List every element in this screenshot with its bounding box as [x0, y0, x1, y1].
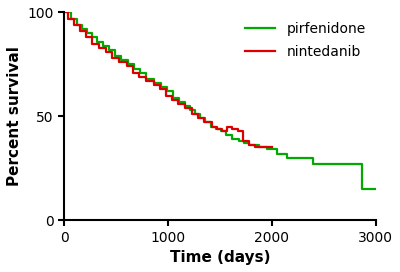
nintedanib: [235, 129, 240, 132]
nintedanib: [157, 88, 162, 91]
nintedanib: [144, 79, 149, 83]
pirfenidone: [241, 142, 246, 145]
pirfenidone: [274, 152, 279, 155]
pirfenidone: [208, 125, 213, 128]
nintedanib: [240, 140, 245, 143]
pirfenidone: [106, 48, 111, 51]
nintedanib: [78, 29, 82, 33]
pirfenidone: [285, 156, 290, 159]
nintedanib: [96, 46, 101, 50]
nintedanib: [214, 127, 219, 130]
pirfenidone: [125, 63, 130, 66]
pirfenidone: [193, 113, 198, 116]
nintedanib: [270, 146, 274, 149]
pirfenidone: [62, 11, 67, 14]
pirfenidone: [224, 133, 228, 137]
pirfenidone: [74, 23, 79, 27]
X-axis label: Time (days): Time (days): [170, 250, 270, 265]
nintedanib: [209, 125, 214, 128]
Legend: pirfenidone, nintedanib: pirfenidone, nintedanib: [239, 17, 371, 64]
pirfenidone: [311, 162, 316, 166]
nintedanib: [117, 61, 122, 64]
pirfenidone: [218, 129, 223, 132]
nintedanib: [202, 121, 207, 124]
pirfenidone: [198, 117, 203, 120]
nintedanib: [170, 98, 174, 101]
pirfenidone: [230, 137, 235, 141]
pirfenidone: [177, 100, 182, 103]
nintedanib: [182, 106, 187, 110]
pirfenidone: [236, 140, 241, 143]
Line: nintedanib: nintedanib: [64, 13, 272, 147]
pirfenidone: [165, 90, 170, 93]
nintedanib: [136, 75, 141, 78]
nintedanib: [190, 113, 194, 116]
pirfenidone: [257, 146, 262, 149]
pirfenidone: [203, 121, 208, 124]
pirfenidone: [90, 36, 95, 39]
nintedanib: [103, 50, 108, 54]
nintedanib: [71, 23, 76, 27]
pirfenidone: [158, 86, 163, 89]
pirfenidone: [264, 148, 269, 151]
pirfenidone: [113, 54, 118, 58]
pirfenidone: [100, 44, 105, 47]
Y-axis label: Percent survival: Percent survival: [7, 46, 22, 186]
pirfenidone: [171, 96, 176, 99]
nintedanib: [151, 84, 156, 87]
nintedanib: [164, 94, 168, 97]
pirfenidone: [132, 67, 136, 70]
pirfenidone: [95, 40, 100, 43]
pirfenidone: [188, 109, 192, 112]
nintedanib: [124, 65, 129, 68]
nintedanib: [66, 17, 71, 20]
pirfenidone: [138, 71, 142, 74]
pirfenidone: [373, 187, 378, 191]
nintedanib: [246, 144, 251, 147]
pirfenidone: [144, 77, 149, 81]
nintedanib: [176, 102, 181, 106]
nintedanib: [220, 129, 224, 132]
nintedanib: [196, 117, 200, 120]
nintedanib: [259, 146, 264, 149]
pirfenidone: [119, 58, 124, 62]
Line: pirfenidone: pirfenidone: [64, 13, 376, 189]
nintedanib: [264, 146, 269, 149]
pirfenidone: [252, 144, 256, 147]
pirfenidone: [360, 187, 364, 191]
nintedanib: [230, 127, 235, 130]
pirfenidone: [80, 27, 84, 31]
pirfenidone: [151, 81, 156, 85]
nintedanib: [110, 57, 114, 60]
pirfenidone: [182, 104, 187, 107]
pirfenidone: [68, 17, 73, 20]
nintedanib: [253, 146, 258, 149]
nintedanib: [225, 125, 230, 128]
pirfenidone: [246, 144, 251, 147]
nintedanib: [130, 71, 135, 74]
nintedanib: [90, 42, 95, 45]
pirfenidone: [85, 32, 90, 35]
pirfenidone: [213, 127, 218, 130]
nintedanib: [62, 11, 67, 14]
nintedanib: [84, 36, 88, 39]
pirfenidone: [352, 162, 357, 166]
